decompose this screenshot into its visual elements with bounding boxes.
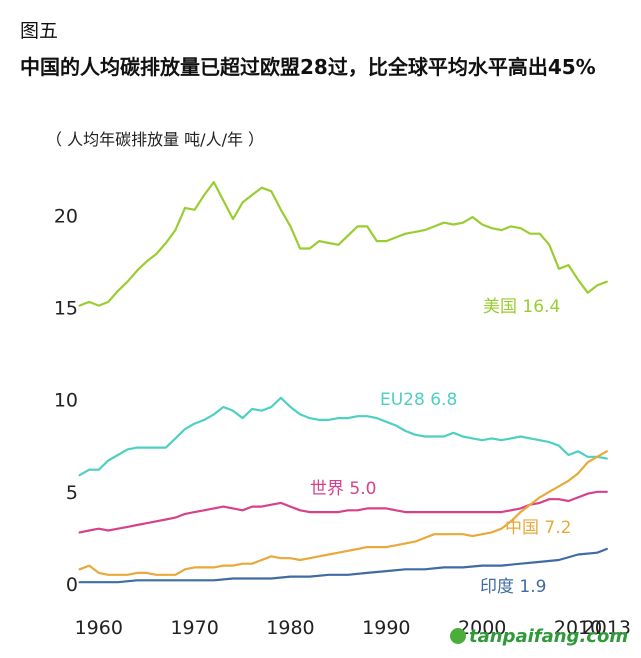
x-tick-label: 1960 xyxy=(75,617,123,639)
watermark-text: tanpaifang.com xyxy=(469,626,629,647)
watermark: tanpaifang.com xyxy=(450,626,628,647)
y-tick-label: 15 xyxy=(54,297,78,319)
y-tick-label: 10 xyxy=(54,390,78,412)
x-tick-label: 2013 xyxy=(583,617,631,639)
figure-label: 图五 xyxy=(20,20,59,42)
x-tick-label: 1990 xyxy=(362,617,410,639)
series-label-2: EU28 6.8 xyxy=(380,390,457,410)
y-tick-label: 5 xyxy=(66,482,78,504)
unit-label: （ 人均年碳排放量 吨/人/年 ） xyxy=(46,130,265,149)
y-tick-label: 20 xyxy=(54,205,78,227)
series-labels: 美国 16.4 EU28 6.8 世界 5.0 中国 7.2 印度 1.9 xyxy=(310,297,571,597)
series-line-2 xyxy=(78,396,608,477)
x-tick-label: 1970 xyxy=(170,617,218,639)
series-label-3: 世界 5.0 xyxy=(310,479,376,499)
series-line-1 xyxy=(78,181,608,307)
series-line-5 xyxy=(78,547,608,584)
series-label-1: 美国 16.4 xyxy=(483,297,560,317)
x-tick-label: 2000 xyxy=(458,617,506,639)
series-lines xyxy=(78,181,608,584)
series-line-3 xyxy=(78,490,608,534)
y-axis-ticks: 0 5 10 15 20 xyxy=(54,205,78,596)
series-line-4 xyxy=(78,450,608,576)
series-label-4: 中国 7.2 xyxy=(505,518,571,538)
chart-title: 中国的人均碳排放量已超过欧盟28过，比全球平均水平高出45% xyxy=(20,55,596,79)
x-tick-label: 2010 xyxy=(554,617,602,639)
series-label-5: 印度 1.9 xyxy=(480,577,546,597)
y-tick-label: 0 xyxy=(66,574,78,596)
x-tick-label: 1980 xyxy=(266,617,314,639)
leaf-logo-icon xyxy=(450,628,466,644)
